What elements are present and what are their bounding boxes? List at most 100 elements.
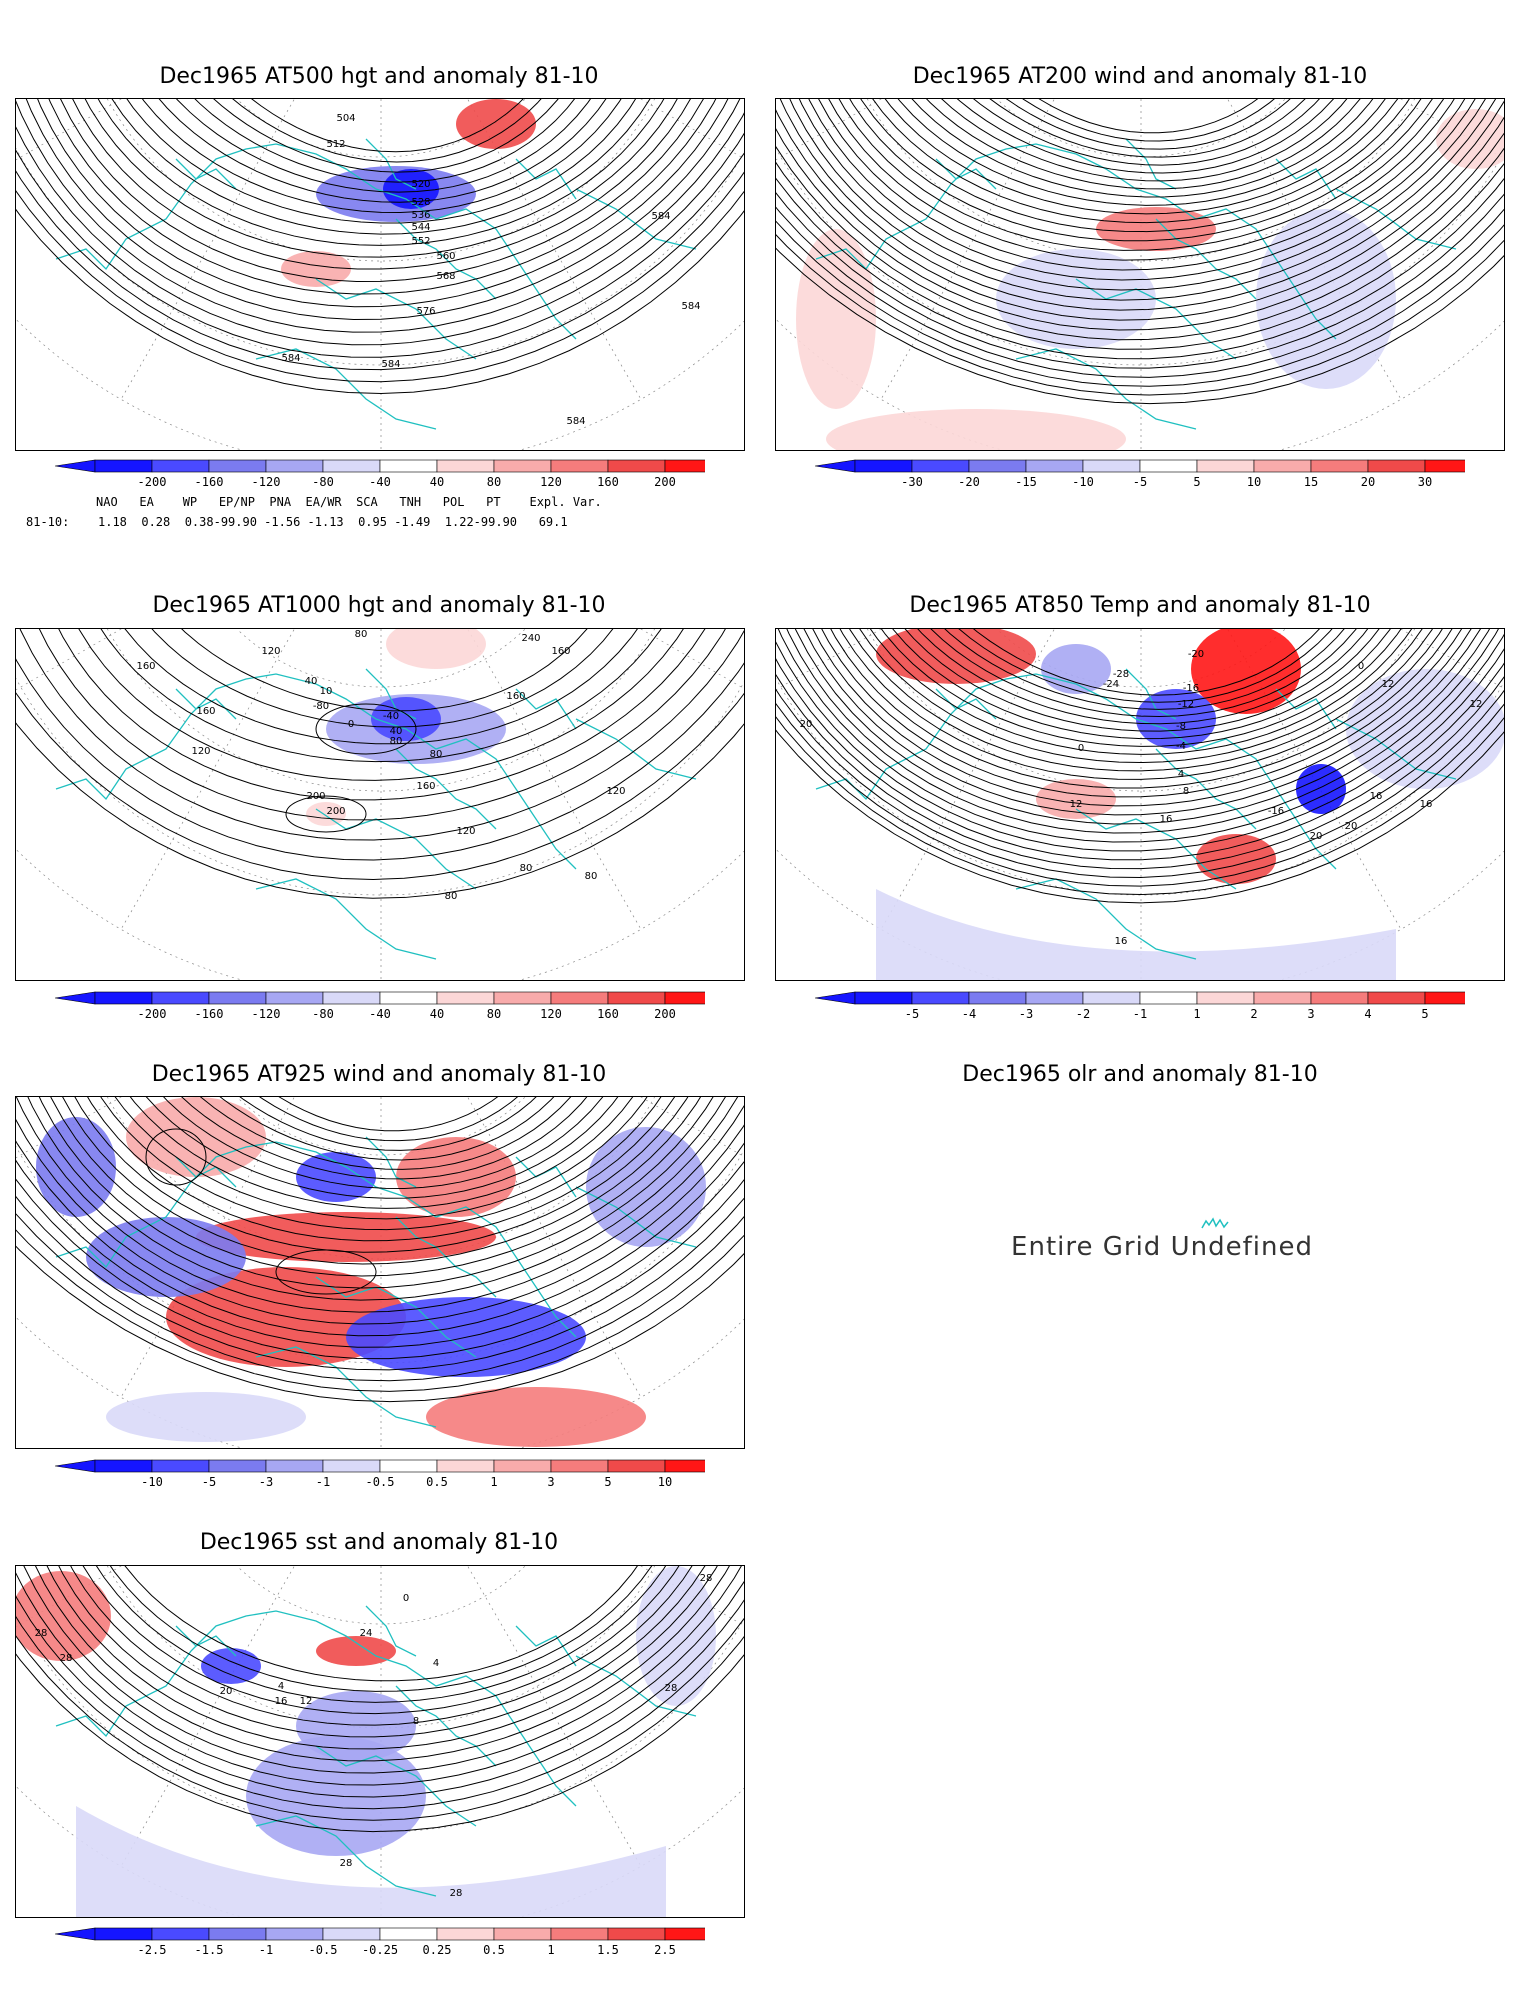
map-canvas-sst: 28 28 20 16 12 4 8 4 0 24 28 28 28 28: [16, 1566, 744, 1917]
contour-line: [884, 99, 1399, 215]
colorbar-swatch: [911, 459, 970, 473]
contour-label: 24: [360, 1628, 373, 1639]
map-panel-200: [775, 98, 1505, 451]
contour-line: [818, 99, 1466, 271]
contour-label: 584: [681, 301, 700, 312]
contour-label: 28: [665, 1683, 678, 1694]
colorbar-tick-label: 5: [604, 1475, 611, 1489]
contour-label: 584: [281, 353, 300, 364]
colorbar-swatch: [436, 459, 495, 473]
contour-line: [16, 1245, 744, 1403]
contour-label: 16: [1370, 791, 1383, 802]
colorbar-swatch: [1253, 459, 1312, 473]
contour-line: [141, 99, 622, 214]
contour-line: [776, 234, 1504, 396]
contour-line: [926, 99, 1361, 190]
anomaly-shading: [636, 1566, 716, 1706]
contour-label: 504: [336, 113, 355, 124]
colorbar-tick-label: 20: [1361, 475, 1375, 489]
colorbar-arrow-left: [55, 1459, 96, 1473]
coastline: [175, 668, 577, 830]
anomaly-shading: [456, 99, 536, 149]
panel-title-925: Dec1965 AT925 wind and anomaly 81-10: [151, 1062, 607, 1087]
contour-line: [808, 99, 1476, 281]
contour-line: [973, 629, 1320, 696]
colorbar-swatch: [208, 991, 267, 1005]
contour-line: [219, 1097, 555, 1161]
contour-label: 16: [1420, 799, 1433, 810]
contour-line: [849, 629, 1433, 772]
colorbar-tick-label: 160: [597, 475, 619, 489]
map-panel-925: [15, 1096, 745, 1449]
colorbar-tick-label: -0.5: [366, 1475, 395, 1489]
contour-line: [1038, 99, 1259, 134]
contour-line: [776, 128, 1504, 331]
colorbar-swatch: [607, 1459, 666, 1473]
contour-line: [1022, 99, 1275, 142]
contour-line: [100, 629, 662, 763]
contour-line: [16, 1159, 744, 1348]
contour-line: [892, 629, 1391, 740]
contour-label: 80: [355, 629, 368, 640]
colorbar-tick-label: -1: [316, 1475, 330, 1489]
colorbar-tick-label: 4: [1364, 1007, 1371, 1021]
colorbar-tick-label: 160: [597, 1007, 619, 1021]
colorbar-swatch: [265, 459, 324, 473]
colorbar-swatch: [208, 1927, 267, 1941]
contour-label: 16: [275, 1696, 288, 1707]
contour-line: [904, 629, 1380, 732]
colorbar-swatch: [1367, 991, 1426, 1005]
colorbar-tick-label: 1: [490, 1475, 497, 1489]
contour-label: 240: [521, 633, 540, 644]
colorbar-swatch: [151, 1459, 210, 1473]
contour-line: [259, 1097, 519, 1142]
contour-label: 552: [411, 236, 430, 247]
colorbar-tick-label: -160: [195, 475, 224, 489]
meridian-line: [120, 99, 295, 400]
colorbar-swatch: [208, 459, 267, 473]
contour-line: [828, 99, 1455, 261]
colorbar-swatch: [607, 1927, 666, 1941]
contour-label: 160: [416, 781, 435, 792]
colorbar-tick-label: -10: [141, 1475, 163, 1489]
contour-line: [34, 1566, 730, 1762]
contour-label: 584: [651, 211, 670, 222]
colorbar-tick-label: -10: [1072, 475, 1094, 489]
colorbar-swatch: [94, 459, 153, 473]
contour-label: 80: [445, 891, 458, 902]
contour-label: 16: [1115, 936, 1128, 947]
colorbar-tick-label: 80: [487, 475, 501, 489]
contour-line: [1005, 99, 1291, 150]
contour-label: 560: [436, 251, 455, 262]
anomaly-shading: [36, 1117, 116, 1217]
contour-line: [87, 1097, 676, 1242]
coastline: [175, 1605, 577, 1767]
contour-line: [16, 1119, 744, 1325]
colorbar-tick-label: 0.25: [423, 1943, 452, 1957]
contour-line: [23, 1566, 742, 1774]
contour-label: 160: [196, 706, 215, 717]
colorbar-200: -30 -20 -15 -10 -5 5 10 15 20 30: [815, 459, 1465, 489]
colorbar-swatch: [854, 459, 913, 473]
colorbar-swatch: [493, 1927, 552, 1941]
anomaly-shading: [201, 1648, 261, 1684]
map-canvas-925: [16, 1097, 744, 1448]
contour-label: 536: [411, 210, 430, 221]
coastline: [55, 1141, 697, 1428]
map-canvas-200: [776, 99, 1504, 450]
contour-line: [776, 716, 1504, 896]
contour-line: [776, 161, 1504, 350]
colorbar-swatch: [322, 459, 381, 473]
contour-line: [779, 99, 1504, 311]
contour-label: -16: [1183, 683, 1199, 694]
anomaly-shading: [996, 249, 1156, 349]
contour-label: -20: [1188, 649, 1204, 660]
contour-label: -8: [1176, 721, 1186, 732]
panel-title-500: Dec1965 AT500 hgt and anomaly 81-10: [159, 64, 599, 89]
contour-label: -24: [1103, 679, 1119, 690]
contour-label: 512: [326, 139, 345, 150]
contour-line: [48, 99, 717, 295]
contour-line: [16, 1595, 744, 1798]
colorbar-850: -5 -4 -3 -2 -1 1 2 3 4 5: [815, 991, 1465, 1021]
contour-line: [956, 99, 1335, 174]
